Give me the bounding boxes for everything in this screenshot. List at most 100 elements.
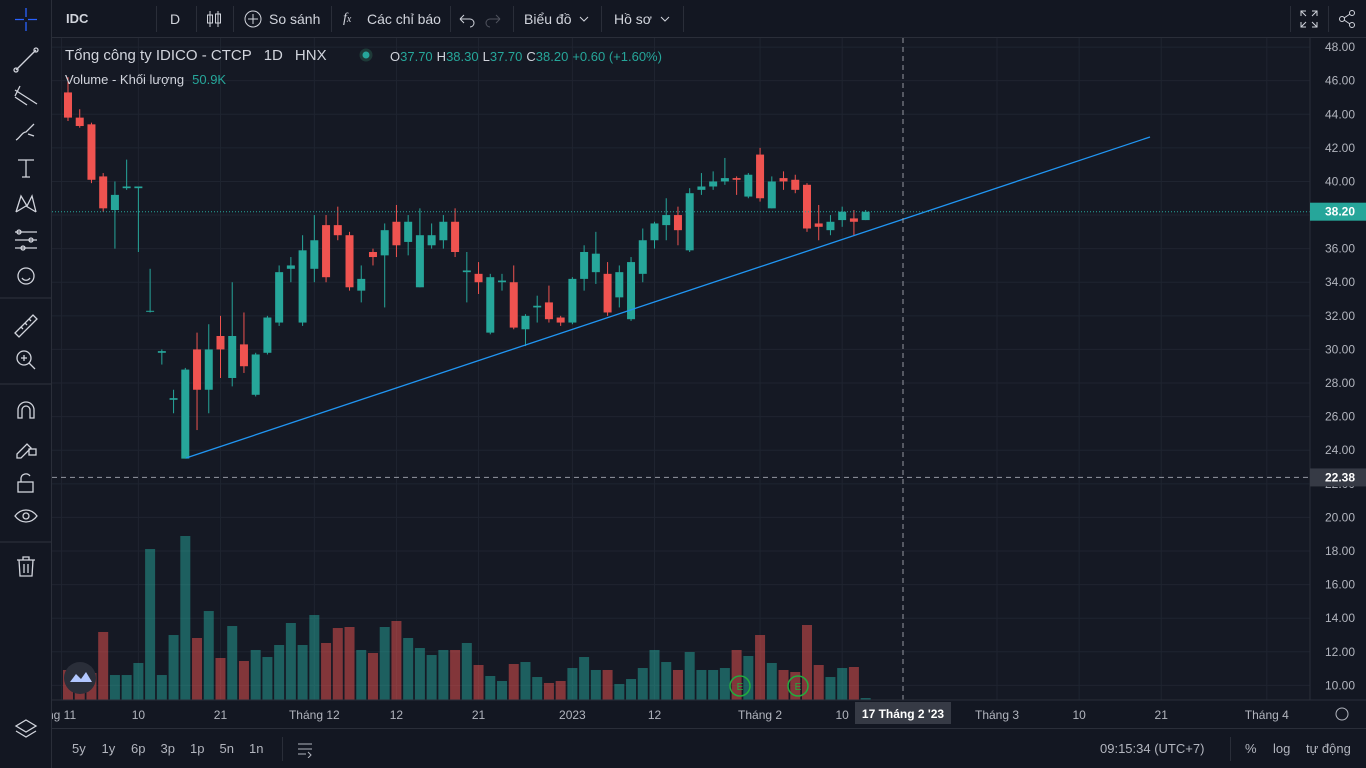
range-button[interactable]: 1n (249, 741, 264, 756)
y-tick-label: 28.00 (1325, 376, 1355, 390)
candle-body (380, 230, 389, 256)
top-toolbar: IDC D So sánh fx Các chỉ báo Biểu đồ Hồ … (0, 0, 1366, 38)
range-button[interactable]: 5n (219, 741, 234, 756)
symbol[interactable]: IDC (66, 11, 89, 26)
settings-icon[interactable] (1335, 707, 1349, 721)
y-tick-label: 40.00 (1325, 174, 1355, 188)
candle-body (251, 354, 260, 395)
candle-icon[interactable] (204, 9, 224, 29)
y-tick-label: 48.00 (1325, 40, 1355, 54)
candle-body (345, 235, 354, 288)
prediction-tool[interactable] (15, 229, 37, 251)
volume-bar (672, 669, 683, 700)
volume-legend: Volume - Khối lượng 50.9K (65, 72, 226, 87)
candle-body (685, 193, 694, 251)
log-toggle[interactable]: log (1273, 741, 1291, 756)
candle-body (861, 211, 870, 221)
candle-body (286, 265, 295, 269)
candle-body (709, 181, 718, 187)
y-tick-label: 18.00 (1325, 544, 1355, 558)
candle-body (556, 317, 565, 323)
percent-toggle[interactable]: % (1245, 741, 1257, 756)
trend-line (185, 136, 1151, 459)
range-button[interactable]: 3p (160, 741, 175, 756)
candle-body (779, 178, 788, 182)
candle-body (580, 252, 589, 279)
zoom-tool[interactable] (16, 350, 36, 370)
candle-body (239, 344, 248, 367)
legend: Tổng công ty IDICO - CTCP 1D HNX (65, 47, 327, 64)
volume-bar (344, 626, 355, 700)
volume-bar (109, 675, 120, 700)
ohlc-key: C (526, 49, 535, 64)
measure-tool[interactable] (14, 314, 38, 338)
volume-bar (98, 631, 109, 700)
ohlc-value: 37.70 (400, 49, 433, 64)
indicators[interactable]: Các chỉ báo (367, 11, 441, 27)
text-tool[interactable] (18, 159, 34, 178)
separator (1328, 6, 1329, 32)
volume-bar (297, 644, 308, 700)
profile-menu[interactable]: Hồ sơ (614, 11, 652, 27)
volume-bar (203, 611, 214, 700)
candle-body (568, 278, 577, 323)
volume-bar (508, 664, 519, 700)
emoji-tool[interactable] (17, 267, 35, 285)
fx-icon[interactable]: fx (343, 11, 352, 26)
date-range-icon[interactable] (296, 740, 314, 758)
lock-draw-tool[interactable] (16, 443, 37, 459)
candle-body (157, 351, 166, 353)
interval[interactable]: D (170, 11, 181, 27)
line-tool[interactable] (13, 47, 39, 73)
ohlc-key: H (437, 49, 446, 64)
range-button[interactable]: 1y (101, 741, 116, 756)
volume-bar (121, 675, 132, 700)
undo-redo[interactable] (456, 10, 504, 28)
compare-icon[interactable] (243, 9, 263, 29)
candle-body (603, 273, 612, 313)
brush-tool[interactable] (15, 123, 35, 141)
volume-bar (285, 622, 296, 700)
volume-bar (356, 649, 367, 700)
x-tick-label: Tháng 2 (738, 708, 782, 722)
layers-tool[interactable] (14, 719, 38, 738)
chevron (579, 16, 589, 22)
volume-bar (192, 637, 203, 700)
pattern-tool[interactable] (15, 194, 37, 213)
separator (331, 6, 332, 32)
volume-bar (778, 669, 789, 700)
share-icon[interactable] (1337, 9, 1357, 29)
delete-tool[interactable] (17, 556, 35, 577)
candle-body (263, 317, 272, 353)
fib-tool[interactable] (14, 85, 38, 106)
candle-body (415, 235, 424, 288)
volume-bar (156, 675, 167, 700)
compare[interactable]: So sánh (269, 11, 321, 27)
y-tick-label: 16.00 (1325, 578, 1355, 592)
chart-menu[interactable]: Biểu đồ (524, 11, 572, 27)
volume-bar (579, 657, 590, 700)
candle-body (838, 211, 847, 221)
logo-icon (70, 672, 92, 682)
candle-body (486, 277, 495, 333)
volume-bar (661, 662, 672, 700)
visibility-tool[interactable] (14, 509, 38, 523)
candle-body (134, 186, 143, 189)
candle-body (756, 154, 765, 199)
volume-value: 50.9K (192, 72, 226, 87)
range-button[interactable]: 1p (190, 741, 205, 756)
fullscreen-icon[interactable] (1299, 9, 1319, 29)
magnet-tool[interactable] (17, 401, 35, 419)
range-button[interactable]: 6p (131, 741, 146, 756)
crosshair-tool[interactable] (15, 8, 37, 31)
y-tick-label: 34.00 (1325, 275, 1355, 289)
lock-tool[interactable] (17, 473, 34, 493)
candle-body (169, 398, 178, 400)
volume-bar (461, 642, 472, 700)
range-button[interactable]: 5y (72, 741, 86, 756)
candle-body (322, 225, 331, 278)
auto-toggle[interactable]: tự động (1306, 741, 1351, 756)
x-tick-label: Tháng 12 (289, 708, 340, 722)
